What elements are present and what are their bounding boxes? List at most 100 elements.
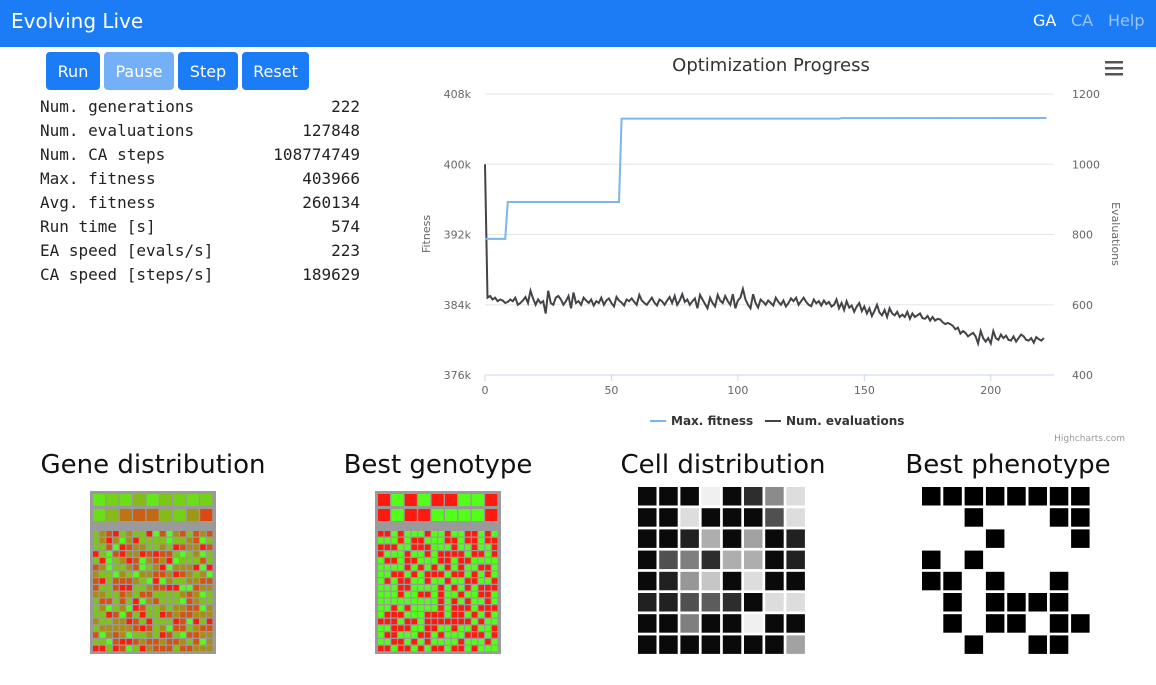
gene-cell bbox=[153, 564, 159, 571]
gene-cell bbox=[153, 531, 159, 537]
nav-link-ga[interactable]: GA bbox=[1033, 11, 1057, 30]
gene-cell bbox=[173, 544, 179, 550]
gene-cell bbox=[378, 605, 384, 611]
gene-cell bbox=[160, 639, 166, 645]
gene-cell bbox=[193, 571, 199, 577]
nav-link-help[interactable]: Help bbox=[1108, 11, 1145, 30]
navbar-brand[interactable]: Evolving Live bbox=[11, 9, 144, 33]
gene-cell bbox=[384, 625, 391, 631]
gene-cell bbox=[471, 612, 478, 618]
stat-value: 403966 bbox=[302, 169, 360, 188]
gene-cell bbox=[398, 639, 404, 645]
gene-cell bbox=[186, 625, 193, 631]
gene-cell bbox=[193, 632, 199, 638]
reset-button[interactable]: Reset bbox=[242, 52, 309, 90]
gene-cell bbox=[106, 618, 112, 625]
cell-square bbox=[680, 487, 699, 506]
gene-cell bbox=[465, 544, 471, 550]
gene-cell bbox=[424, 625, 431, 631]
gene-cell bbox=[438, 537, 444, 544]
gene-cell bbox=[445, 571, 451, 577]
gene-cell bbox=[391, 585, 397, 591]
run-button[interactable]: Run bbox=[46, 52, 100, 90]
gene-cell bbox=[471, 551, 478, 557]
gene-cell bbox=[485, 618, 491, 625]
gene-cell bbox=[200, 564, 206, 571]
gene-cell bbox=[133, 585, 139, 591]
legend-item-max-fitness[interactable]: Max. fitness bbox=[671, 414, 753, 428]
gene-cell bbox=[431, 494, 444, 506]
gene-cell bbox=[398, 618, 404, 625]
gene-cell bbox=[471, 632, 478, 638]
chart-credits[interactable]: Highcharts.com bbox=[1054, 434, 1125, 444]
gene-cell bbox=[445, 558, 451, 564]
gene-cell bbox=[491, 571, 498, 577]
gene-cell bbox=[119, 544, 126, 550]
gene-cell bbox=[438, 605, 444, 611]
gene-cell bbox=[93, 612, 99, 618]
phenotype-cell bbox=[964, 550, 984, 570]
gene-cell bbox=[465, 605, 471, 611]
gene-cell bbox=[153, 591, 159, 598]
gene-cell bbox=[418, 639, 424, 645]
gene-cell bbox=[458, 585, 464, 591]
cell-square bbox=[701, 508, 721, 527]
gene-cell bbox=[445, 612, 451, 618]
gene-cell bbox=[398, 645, 404, 652]
gene-cell bbox=[378, 564, 384, 571]
gene-cell bbox=[411, 625, 417, 631]
gene-cell bbox=[378, 598, 384, 604]
x-tick-label: 100 bbox=[727, 384, 748, 397]
gene-cell bbox=[153, 645, 159, 652]
gene-cell bbox=[166, 531, 173, 537]
y-right-tick-label: 800 bbox=[1072, 229, 1093, 242]
gene-cell bbox=[478, 605, 484, 611]
legend-item-num-evaluations[interactable]: Num. evaluations bbox=[786, 414, 904, 428]
cell-square bbox=[659, 593, 678, 612]
stat-label: CA speed [steps/s] bbox=[40, 265, 214, 284]
chart-title: Optimization Progress bbox=[672, 55, 870, 76]
gene-cell bbox=[411, 639, 417, 645]
chart-menu-icon[interactable] bbox=[1105, 61, 1123, 76]
gene-cell bbox=[99, 625, 106, 631]
gene-cell bbox=[418, 612, 424, 618]
nav-link-ca[interactable]: CA bbox=[1071, 11, 1094, 30]
phenotype-cell bbox=[985, 529, 1005, 548]
menu-icon-bar[interactable] bbox=[1105, 67, 1123, 70]
gene-cell bbox=[391, 598, 397, 604]
gene-cell bbox=[445, 578, 451, 584]
gene-cell bbox=[206, 598, 213, 604]
gene-cell bbox=[465, 531, 471, 537]
gene-cell bbox=[93, 531, 99, 537]
gene-cell bbox=[193, 537, 199, 544]
step-button[interactable]: Step bbox=[178, 52, 238, 90]
gene-cell bbox=[153, 639, 159, 645]
pause-button[interactable]: Pause bbox=[104, 52, 174, 90]
gene-cell bbox=[106, 585, 112, 591]
gene-cell bbox=[404, 531, 411, 537]
gene-cell bbox=[160, 537, 166, 544]
gene-cell bbox=[146, 571, 153, 577]
stat-value: 108774749 bbox=[273, 145, 360, 164]
gene-cell bbox=[451, 537, 458, 544]
gene-cell bbox=[139, 618, 146, 625]
gene-cell bbox=[485, 585, 491, 591]
gene-cell bbox=[438, 591, 444, 598]
cell-square bbox=[744, 614, 763, 633]
gene-cell bbox=[485, 605, 491, 611]
menu-icon-bar[interactable] bbox=[1105, 61, 1123, 64]
gene-cell bbox=[180, 585, 186, 591]
gene-cell bbox=[438, 551, 444, 557]
gene-cell bbox=[133, 605, 139, 611]
gene-cell bbox=[445, 618, 451, 625]
gene-cell bbox=[193, 625, 199, 631]
cell-square bbox=[680, 508, 699, 527]
gene-cell bbox=[206, 578, 213, 584]
gene-cell bbox=[438, 564, 444, 571]
phenotype-cell bbox=[943, 571, 962, 591]
gene-cell bbox=[180, 632, 186, 638]
gene-cell bbox=[471, 531, 478, 537]
gene-cell bbox=[404, 645, 411, 652]
gene-cell bbox=[200, 585, 206, 591]
menu-icon-bar[interactable] bbox=[1105, 73, 1123, 76]
